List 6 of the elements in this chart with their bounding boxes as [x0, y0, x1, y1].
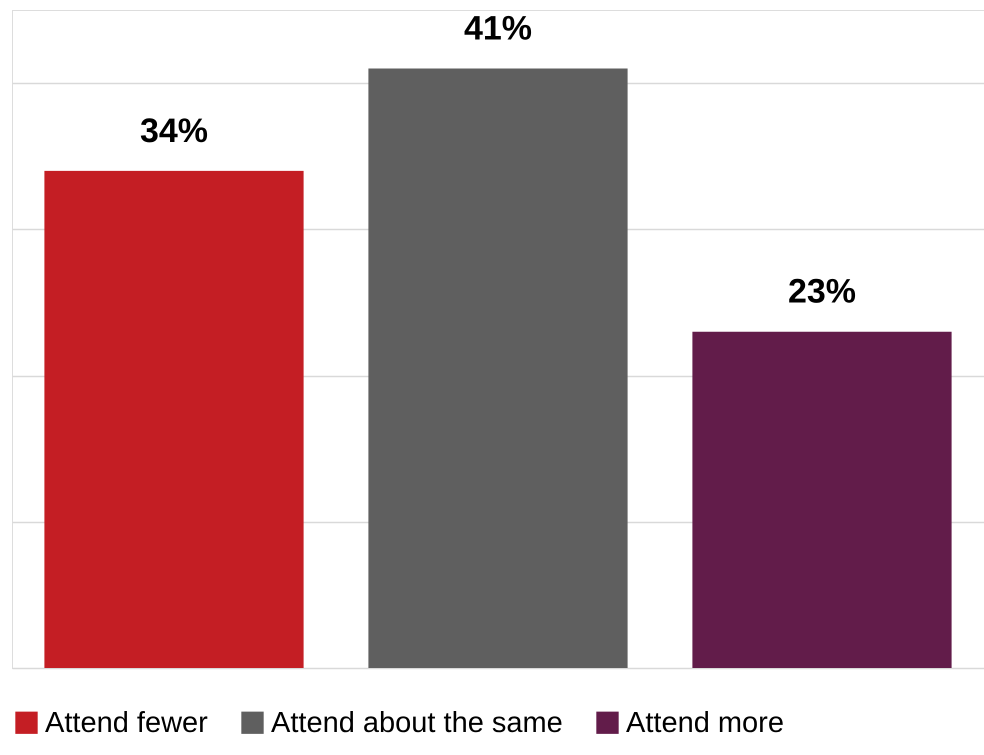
- legend-label: Attend about the same: [271, 706, 563, 739]
- data-label: 41%: [464, 9, 532, 48]
- data-label: 34%: [140, 112, 208, 150]
- legend-label: Attend more: [626, 706, 784, 739]
- legend-label: Attend fewer: [45, 706, 208, 739]
- data-label: 23%: [788, 272, 856, 311]
